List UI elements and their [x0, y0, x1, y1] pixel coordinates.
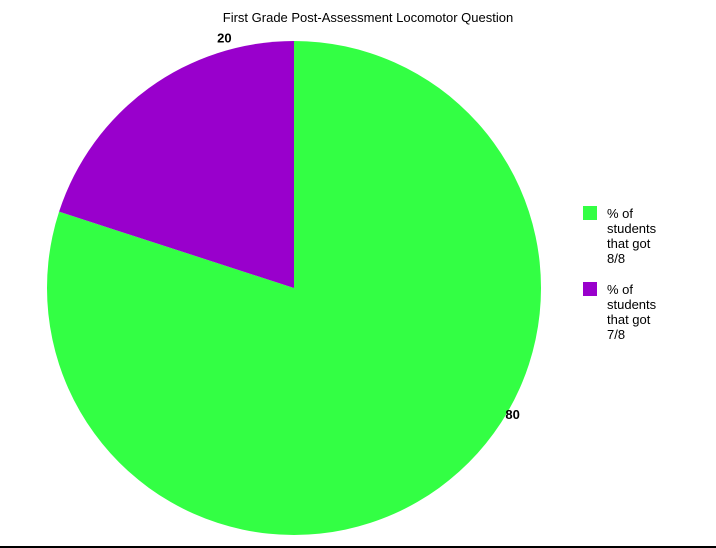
legend-swatch — [583, 282, 597, 296]
legend-swatch — [583, 206, 597, 220]
legend: % of students that got 8/8 % of students that … — [583, 206, 657, 342]
bottom-divider — [0, 546, 716, 548]
legend-label: % of students that got 7/8 — [607, 282, 657, 342]
slice-data-label: 20 — [217, 31, 231, 46]
pie-slice-20 — [59, 41, 295, 288]
slice-data-label: 80 — [505, 407, 519, 422]
slice-labels: 80 20 — [217, 31, 520, 422]
pie-slices — [47, 41, 541, 535]
chart-title: First Grade Post-Assessment Locomotor Qu… — [223, 10, 513, 25]
legend-label: % of students that got 8/8 — [607, 206, 657, 266]
